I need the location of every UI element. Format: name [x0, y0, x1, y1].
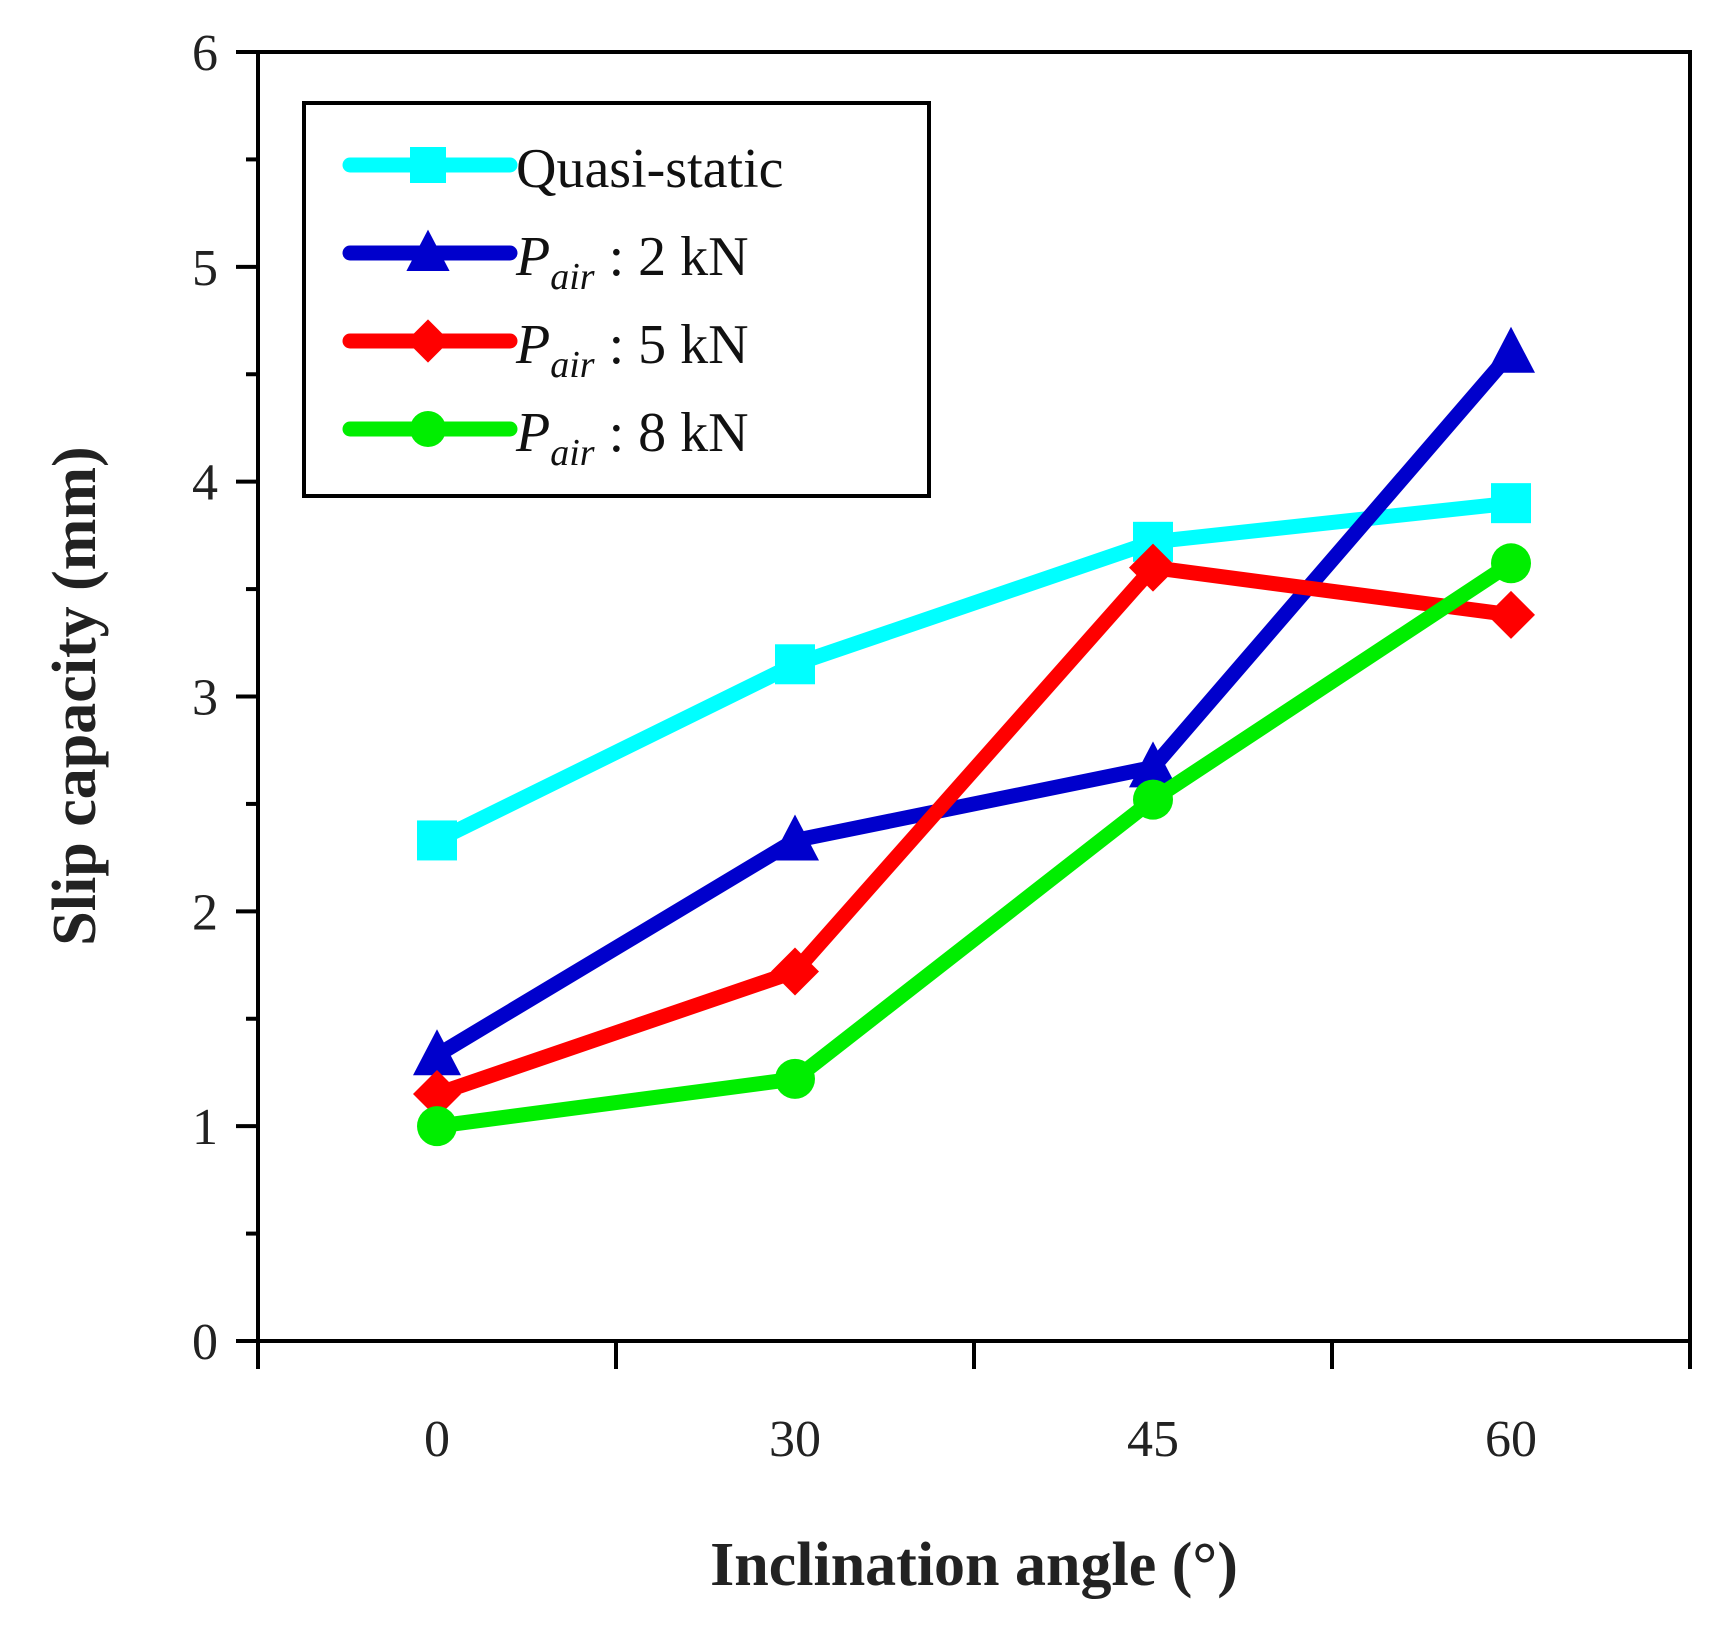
triangle-marker	[1129, 741, 1177, 788]
triangle-marker	[771, 814, 819, 861]
series-diamond	[413, 543, 1535, 1118]
legend-label: Pair : 2 kN	[515, 226, 749, 298]
legend-entry: Pair : 2 kN	[342, 226, 749, 298]
square-marker	[775, 644, 815, 685]
legend: Quasi-static Pair : 2 kN Pair : 5 kN Pair :…	[302, 101, 931, 498]
legend-entry: Pair : 8 kN	[342, 402, 749, 474]
y-tick-label: 1	[192, 1099, 218, 1156]
diamond-marker	[771, 947, 819, 996]
y-tick-label: 3	[192, 670, 218, 727]
diamond-marker	[413, 1069, 461, 1118]
x-axis-title: Inclination angle (°)	[710, 1531, 1238, 1599]
y-tick-label: 0	[192, 1314, 218, 1371]
series-line	[433, 347, 1517, 1062]
diamond-marker	[1129, 543, 1177, 592]
triangle-marker	[1487, 326, 1535, 373]
diamond-marker	[1487, 590, 1535, 639]
triangle-marker	[413, 1029, 461, 1076]
diamond-marker	[406, 319, 450, 363]
legend-label: Pair : 8 kN	[515, 402, 749, 474]
circle-marker	[1491, 543, 1531, 584]
series-circle	[417, 543, 1531, 1147]
circle-marker	[417, 1106, 457, 1147]
square-marker	[417, 820, 457, 861]
triangle-marker	[406, 229, 450, 271]
y-tick-label: 5	[192, 240, 218, 297]
series-line	[433, 495, 1512, 848]
square-marker	[1491, 483, 1531, 524]
legend-entry: Quasi-static	[342, 138, 783, 200]
y-tick-label: 6	[192, 25, 218, 82]
x-tick-label: 30	[769, 1411, 821, 1468]
square-marker	[410, 147, 446, 183]
circle-marker	[410, 411, 446, 447]
series-line	[434, 560, 1512, 1102]
x-tick-label: 0	[424, 1411, 450, 1468]
legend-entry: Pair : 5 kN	[342, 314, 749, 386]
x-tick-label: 60	[1485, 1411, 1537, 1468]
legend-label: Pair : 5 kN	[515, 314, 749, 386]
y-tick-label: 4	[192, 455, 218, 512]
y-tick-label: 2	[192, 884, 218, 941]
circle-marker	[1133, 779, 1173, 820]
y-axis-title: Slip capacity (mm)	[41, 446, 109, 945]
x-tick-label: 45	[1127, 1411, 1179, 1468]
circle-marker	[775, 1058, 815, 1099]
series-layer	[413, 326, 1535, 1147]
series-line	[436, 557, 1516, 1134]
series-triangle	[413, 326, 1535, 1076]
legend-label: Quasi-static	[516, 138, 783, 200]
